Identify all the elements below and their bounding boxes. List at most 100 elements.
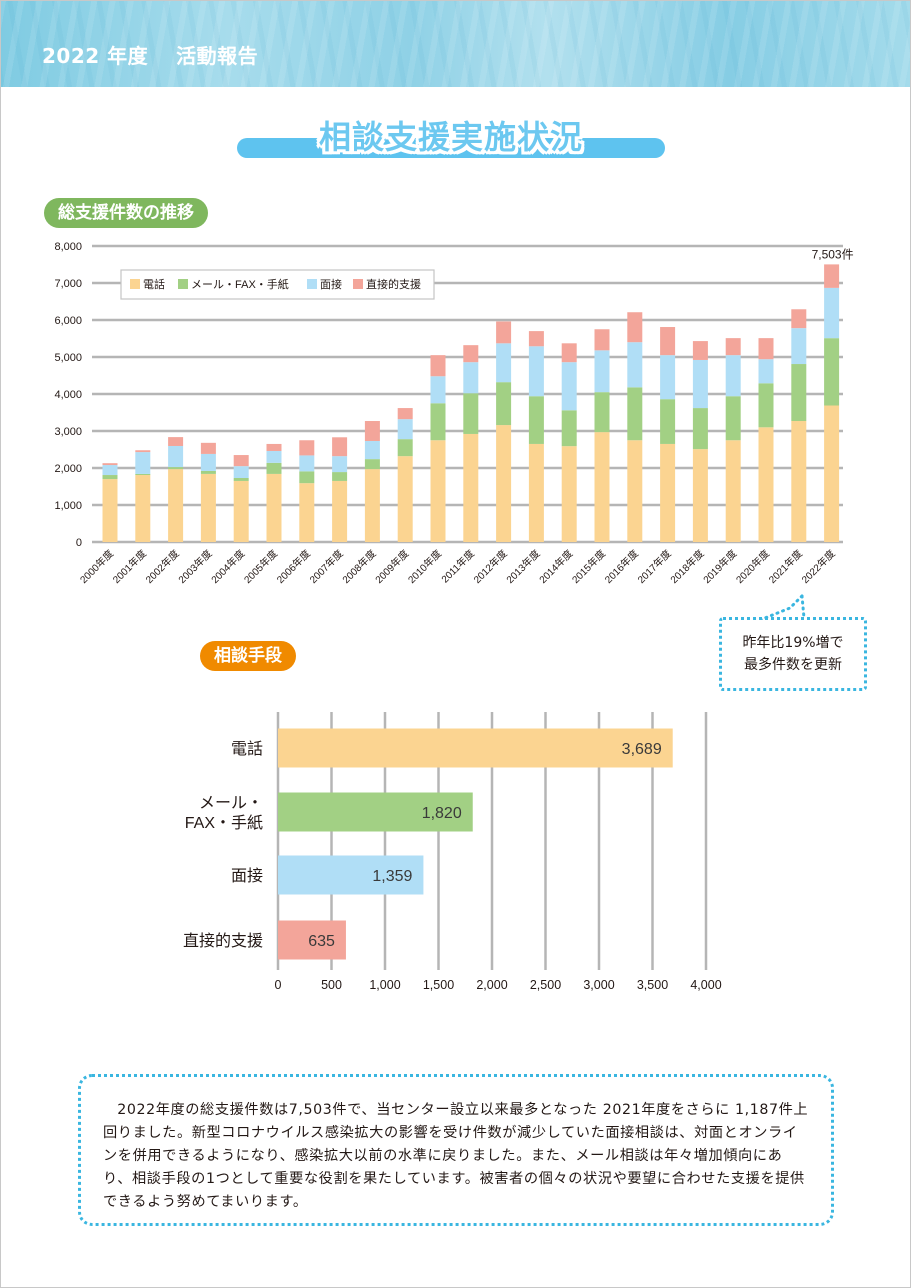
x-tick-label: 2003年度: [175, 547, 214, 586]
category-label: FAX・手紙: [185, 814, 263, 832]
summary-box: 2022年度の総支援件数は7,503件で、当センター設立以来最多となった 202…: [78, 1074, 834, 1226]
bar-segment: [200, 453, 216, 471]
bar-segment: [332, 437, 348, 457]
x-tick-label: 2021年度: [766, 547, 805, 586]
bar-segment: [168, 437, 184, 446]
x-tick-label: 3,000: [583, 978, 614, 992]
x-tick-label: 2010年度: [405, 547, 444, 586]
category-label: 面接: [231, 867, 263, 885]
y-tick-label: 6,000: [54, 315, 82, 327]
bar-segment: [233, 466, 249, 478]
bar-segment: [200, 473, 216, 542]
x-tick-label: 2007年度: [307, 547, 346, 586]
x-tick-label: 2002年度: [143, 547, 182, 586]
page-header: 2022 年度 活動報告: [0, 0, 911, 87]
bar-segment: [463, 433, 479, 542]
x-tick-label: 2008年度: [339, 547, 378, 586]
x-tick-label: 0: [275, 978, 282, 992]
bar-segment: [168, 445, 184, 468]
x-tick-label: 2017年度: [635, 547, 674, 586]
bar-segment: [758, 383, 774, 428]
bar-value-label: 1,359: [372, 868, 412, 885]
stacked-bar-chart: 0 1,000 2,000 3,000 4,000 5,000 6,000 7,000 8,00…: [54, 241, 854, 586]
bar-segment: [824, 287, 840, 339]
bar-segment: [332, 480, 348, 542]
bar-segment: [135, 473, 151, 476]
bar-segment: [791, 364, 807, 422]
y-tick-label: 5,000: [54, 352, 82, 364]
bar-segment: [102, 465, 118, 476]
bar-segment: [397, 456, 413, 542]
x-tick-label: 2019年度: [700, 547, 739, 586]
bar-segment: [725, 396, 741, 441]
total-annotation: 7,503件: [812, 247, 854, 261]
bar-segment: [233, 455, 249, 467]
bar-segment: [299, 483, 315, 542]
callout-pointer: [760, 594, 806, 620]
section-label-consultation-method: 相談手段: [200, 641, 296, 671]
x-tick-label: 2004年度: [208, 547, 247, 586]
bar-segment: [725, 355, 741, 397]
bar-segment: [660, 399, 676, 444]
bar-segment: [266, 443, 282, 451]
category-label: 電話: [231, 740, 263, 758]
bar-segment: [496, 321, 512, 344]
bar-segment: [430, 403, 446, 441]
bar-segment: [627, 387, 643, 441]
x-tick-label: 2001年度: [110, 547, 149, 586]
bar-segment: [299, 440, 315, 456]
x-tick-label: 3,500: [637, 978, 668, 992]
legend-swatch: [307, 279, 317, 289]
bar-segment: [463, 345, 479, 363]
bar-segment: [627, 312, 643, 343]
x-tick-label: 4,000: [690, 978, 721, 992]
legend: 電話 メール・FAX・手紙 面接 直接的支援: [120, 269, 435, 300]
horizontal-bar-chart: 0 500 1,000 1,500 2,000 2,500 3,000 3,500 4,000 3…: [183, 712, 722, 992]
category-label: 直接的支援: [183, 932, 263, 950]
main-title-underline: [237, 138, 665, 158]
bar-segment: [397, 419, 413, 440]
x-tick-label: 1,500: [423, 978, 454, 992]
bar-segment: [364, 440, 380, 460]
bar-segment: [463, 393, 479, 434]
bar-segment: [430, 355, 446, 377]
bar-segment: [168, 467, 184, 470]
bar-segment: [528, 443, 544, 542]
bar-segment: [266, 473, 282, 542]
bar-segment: [233, 480, 249, 542]
x-tick-label: 2015年度: [569, 547, 608, 586]
bar-segment: [135, 452, 151, 474]
bar-segment: [397, 439, 413, 457]
y-tick-label: 4,000: [54, 389, 82, 401]
bar-segment: [660, 327, 676, 356]
legend-label: メール・FAX・手紙: [191, 277, 289, 291]
x-tick-label: 2,000: [476, 978, 507, 992]
bar-segment: [627, 440, 643, 542]
bar-segment: [299, 471, 315, 484]
legend-swatch: [178, 279, 188, 289]
x-tick-label: 2005年度: [241, 547, 280, 586]
bar: [278, 792, 473, 832]
header-texture: [0, 0, 911, 87]
bar-segment: [463, 362, 479, 394]
bar-segment: [102, 475, 118, 480]
bar-segment: [725, 338, 741, 356]
y-tick-label: 7,000: [54, 278, 82, 290]
bar-segment: [200, 442, 216, 454]
bar-segment: [528, 331, 544, 347]
bar-segment: [758, 338, 774, 360]
bar-segment: [791, 309, 807, 329]
legend-swatch: [353, 279, 363, 289]
bar-segment: [102, 463, 118, 466]
bar-segment: [660, 355, 676, 400]
bar-segment: [496, 343, 512, 383]
x-tick-label: 2009年度: [372, 547, 411, 586]
bar-segment: [430, 440, 446, 542]
bar-value-label: 635: [308, 933, 335, 950]
bar-segment: [233, 477, 249, 481]
x-tick-label: 2020年度: [733, 547, 772, 586]
bar: [278, 920, 346, 960]
x-tick-label: 2022年度: [799, 547, 838, 586]
x-tick-label: 2016年度: [602, 547, 641, 586]
bar-segment: [594, 432, 610, 542]
